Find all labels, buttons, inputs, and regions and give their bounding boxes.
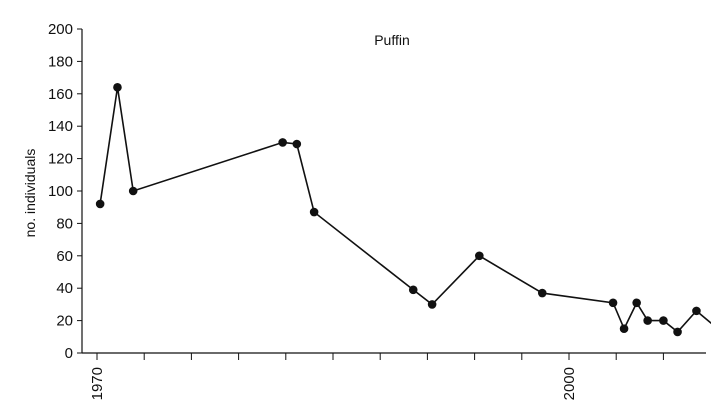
y-tick-label: 0: [65, 345, 73, 362]
data-point: [643, 316, 652, 325]
y-tick-label: 100: [48, 183, 73, 200]
y-tick-label: 200: [48, 21, 73, 38]
y-tick-label: 140: [48, 118, 73, 135]
y-ticks: 0 20 40 60 80 100 120 140 160 180 200: [48, 21, 82, 362]
y-tick-label: 80: [56, 215, 73, 232]
y-tick-label: 60: [56, 248, 73, 265]
data-point: [692, 306, 701, 316]
x-ticks: 1970 2000: [89, 353, 664, 400]
data-point: [619, 324, 629, 334]
data-point: [608, 298, 618, 308]
data-point: [537, 288, 547, 298]
series-line: [99, 87, 711, 333]
y-tick-label: 180: [48, 53, 73, 70]
data-point: [309, 207, 319, 217]
data-point: [292, 139, 302, 149]
data-point: [278, 138, 287, 147]
data-point: [659, 316, 668, 325]
data-point: [95, 199, 105, 209]
y-axis-label: no. individuals: [22, 149, 38, 238]
y-tick-label: 120: [48, 151, 73, 168]
data-point: [632, 298, 641, 308]
data-point: [128, 186, 138, 196]
data-point: [475, 251, 484, 261]
x-tick-label: 1970: [89, 367, 106, 400]
data-point: [408, 285, 418, 295]
y-tick-label: 160: [48, 86, 73, 103]
y-tick-label: 20: [56, 313, 73, 330]
chart-title: Puffin: [374, 32, 410, 48]
data-point: [427, 300, 437, 309]
series: [95, 83, 711, 337]
data-point: [673, 327, 682, 337]
y-tick-label: 40: [56, 280, 73, 297]
x-tick-label: 2000: [561, 367, 578, 400]
data-point: [113, 83, 122, 92]
